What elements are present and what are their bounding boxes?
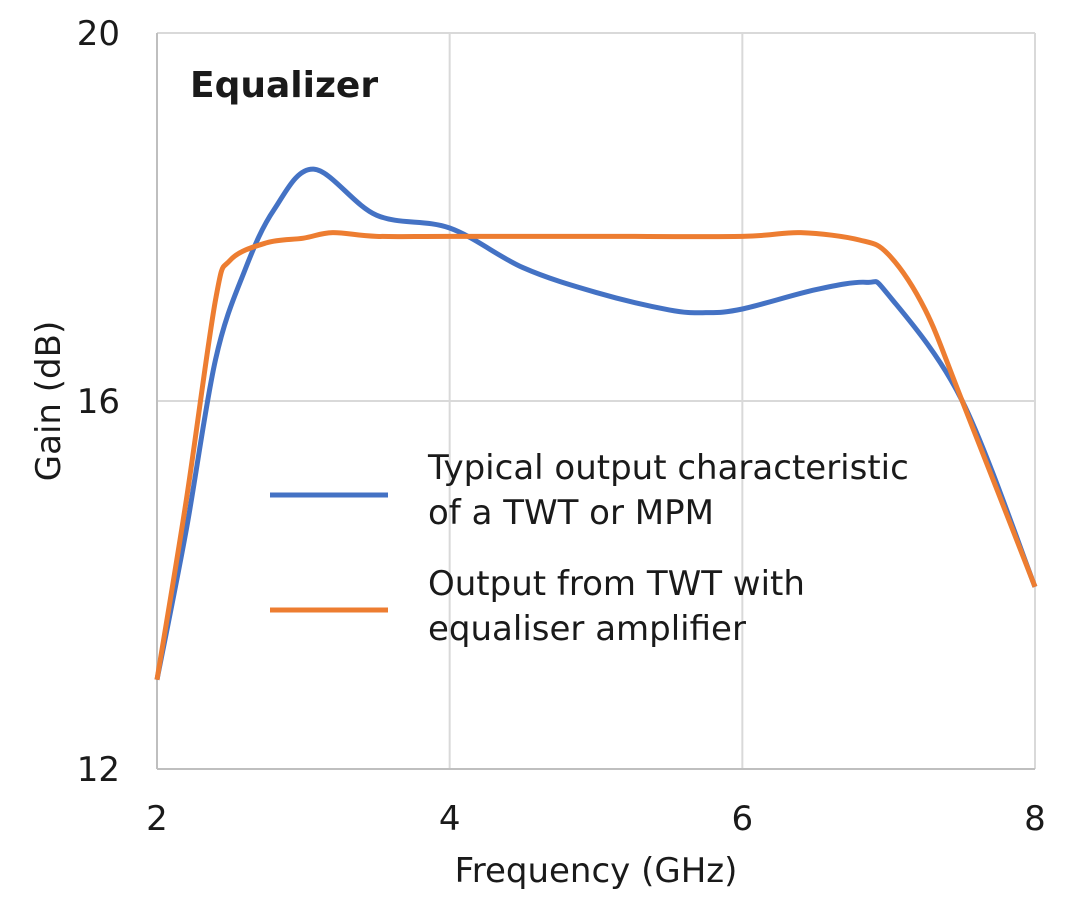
x-tick-label: 6	[732, 799, 754, 839]
legend-label-equalised-line1: Output from TWT with	[428, 564, 805, 604]
series-line-1	[154, 230, 1038, 681]
legend: Typical output characteristic of a TWT o…	[270, 448, 909, 649]
series-line-0	[154, 166, 1038, 681]
x-tick-label: 2	[146, 799, 168, 839]
tick-labels: 2 4 6 8 12 16 20	[77, 14, 1046, 839]
x-tick-label: 8	[1024, 799, 1046, 839]
gridlines	[156, 32, 1036, 770]
series-lines	[154, 166, 1038, 681]
y-tick-label: 12	[77, 750, 120, 790]
y-tick-label: 16	[77, 382, 120, 422]
y-axis-label: Gain (dB)	[29, 321, 69, 481]
legend-label-typical-line2: of a TWT or MPM	[428, 493, 714, 533]
x-axis-label: Frequency (GHz)	[455, 851, 738, 891]
legend-label-typical-line1: Typical output characteristic	[427, 448, 909, 488]
chart-title: Equalizer	[190, 65, 378, 106]
legend-label-equalised-line2: equaliser amplifier	[428, 609, 746, 649]
y-tick-label: 20	[77, 14, 120, 54]
x-tick-label: 4	[439, 799, 461, 839]
